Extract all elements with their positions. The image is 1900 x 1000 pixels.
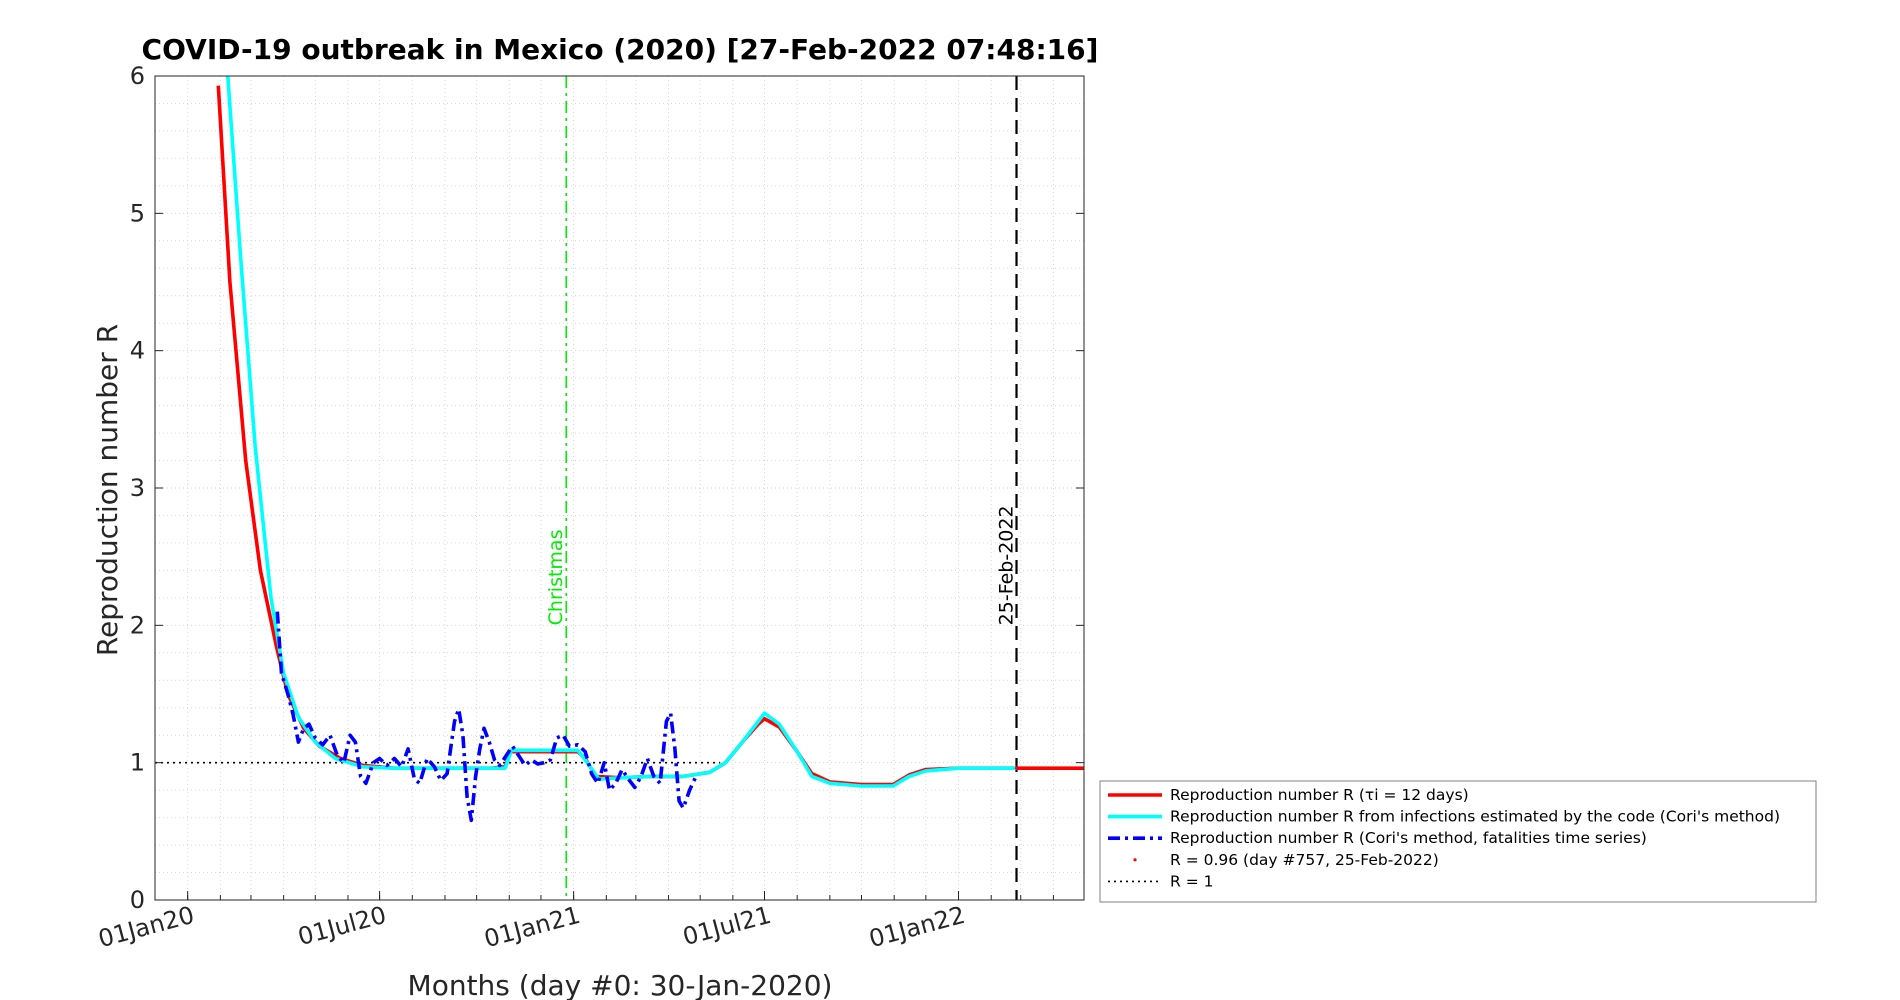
legend-label: Reproduction number R from infections es… [1170,808,1780,826]
y-tick-label: 3 [130,474,145,502]
legend: Reproduction number R (τi = 12 days) Repr… [1099,780,1817,903]
series-line-r-fatalities [275,611,698,823]
legend-entry-r-tau: Reproduction number R (τi = 12 days) [1108,786,1469,804]
series-line-r-infections [226,76,1017,788]
legend-label: Reproduction number R (τi = 12 days) [1170,786,1469,804]
x-tick-label: 01Jul21 [680,901,774,951]
x-tick-label: 01Jul20 [295,901,389,951]
x-tick-label: 01Jan22 [866,901,968,953]
y-tick-label: 0 [130,886,145,914]
legend-entry-r-fatalities: Reproduction number R (Cori's method, fa… [1108,829,1647,847]
plot-area: Christmas 25-Feb-2022 0 1 2 3 4 5 6 01Jan20 01Jul2… [95,62,1085,953]
y-tick-label: 1 [130,749,145,777]
legend-entry-r-infections: Reproduction number R from infections es… [1108,808,1780,826]
legend-label: Reproduction number R (Cori's method, fa… [1170,829,1647,847]
current-value-marker [1014,766,1019,770]
legend-swatch-marker [1133,858,1137,862]
x-axis-label: Months (day #0: 30-Jan-2020) [408,969,833,1000]
y-tick-label: 6 [130,62,145,90]
vertical-line-label: Christmas [545,530,567,626]
legend-label: R = 1 [1170,872,1213,890]
legend-entry-marker: R = 0.96 (day #757, 25-Feb-2022) [1133,851,1439,869]
y-axis-label: Reproduction number R [91,324,124,656]
y-tick-label: 4 [130,337,145,365]
vertical-line-label: 25-Feb-2022 [996,505,1018,625]
legend-box [1099,780,1817,903]
legend-entry-r1: R = 1 [1108,872,1213,890]
y-tick-label: 2 [130,611,145,639]
x-tick-label: 01Jan20 [95,901,197,953]
chart-title: COVID-19 outbreak in Mexico (2020) [27-F… [142,33,1099,66]
legend-label: R = 0.96 (day #757, 25-Feb-2022) [1170,851,1439,869]
x-tick-label: 01Jan21 [481,901,583,953]
y-tick-label: 5 [130,199,145,227]
